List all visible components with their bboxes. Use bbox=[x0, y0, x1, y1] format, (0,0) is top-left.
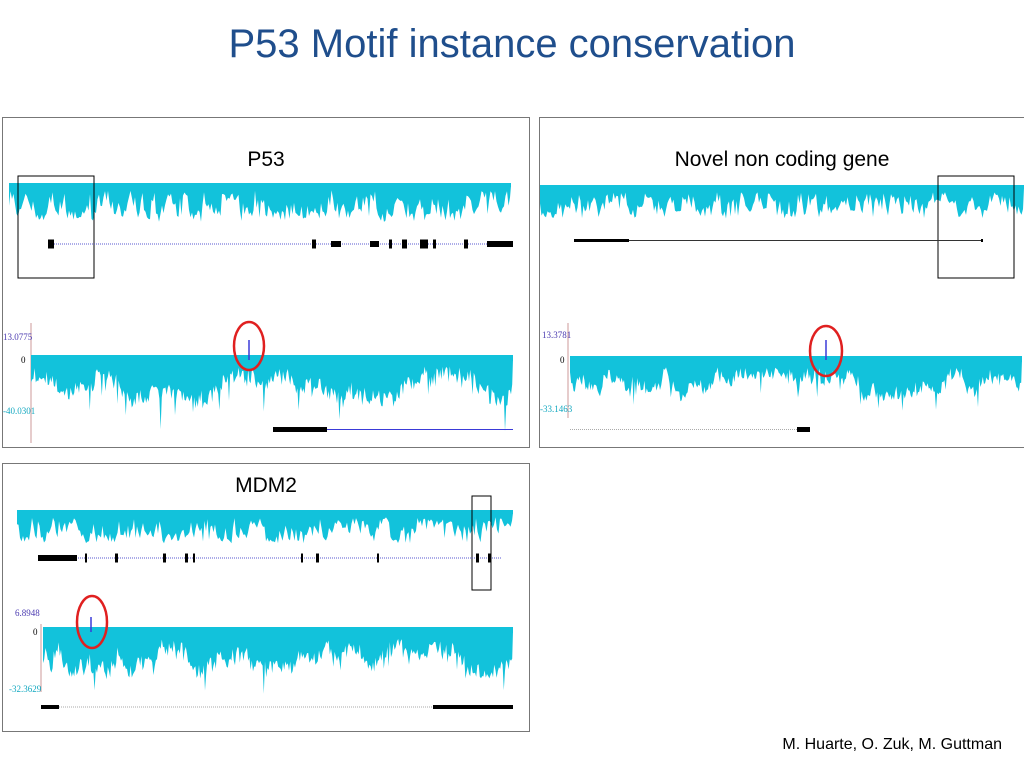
slide-title: P53 Motif instance conservation bbox=[228, 22, 796, 66]
author-credit: M. Huarte, O. Zuk, M. Guttman bbox=[782, 736, 1002, 753]
novel-track-view: 13.3781 0 -33.1463 bbox=[540, 175, 1024, 432]
highlight-circle bbox=[75, 594, 109, 650]
exon-block bbox=[163, 553, 166, 563]
exon-block bbox=[487, 241, 513, 247]
axis-min-label: -40.0301 bbox=[3, 406, 35, 416]
zoom-box bbox=[17, 175, 95, 279]
exon-block bbox=[115, 553, 118, 563]
axis-zero-label: 0 bbox=[560, 355, 565, 365]
axis-max-label: 13.0775 bbox=[3, 332, 33, 342]
exon-block bbox=[312, 239, 316, 249]
gene-model bbox=[38, 553, 501, 563]
novel-gene-panel: Novel non coding gene 13.3781 0 -33.1463 bbox=[539, 117, 1024, 448]
conservation-track-zoom bbox=[31, 355, 513, 432]
panel-title: Novel non coding gene bbox=[674, 148, 890, 171]
panel-title: P53 bbox=[247, 148, 285, 171]
zoom-box bbox=[471, 495, 492, 591]
exon-block bbox=[389, 239, 392, 249]
exon-block bbox=[193, 553, 195, 563]
gene-model bbox=[574, 239, 983, 242]
exon-block bbox=[433, 239, 436, 249]
mdm2-track-view: 6.8948 0 -32.3629 bbox=[9, 495, 513, 709]
zoom-box bbox=[937, 175, 1015, 279]
exon-block bbox=[38, 555, 65, 561]
axis-min-label: -33.1463 bbox=[540, 404, 573, 414]
exon-block bbox=[488, 553, 491, 563]
exon-block bbox=[377, 553, 379, 563]
mdm2-panel: MDM2 6.8948 0 -32.3629 bbox=[2, 463, 530, 732]
exon-block bbox=[301, 553, 303, 563]
conservation-track-zoom bbox=[43, 627, 513, 694]
gene-model-zoom bbox=[273, 427, 513, 432]
exon-block bbox=[476, 553, 479, 563]
exon-block bbox=[402, 239, 407, 249]
axis-max-label: 13.3781 bbox=[542, 330, 571, 340]
conservation-track-top bbox=[17, 510, 513, 544]
exon-block bbox=[85, 553, 87, 563]
conservation-track-top bbox=[9, 183, 511, 222]
axis-max-label: 6.8948 bbox=[15, 608, 40, 618]
gene-model bbox=[48, 239, 513, 249]
axis-zero-label: 0 bbox=[21, 355, 26, 365]
exon-block bbox=[420, 239, 428, 249]
highlight-circle bbox=[808, 324, 844, 378]
exon-block bbox=[65, 555, 77, 561]
conservation-track-top bbox=[540, 185, 1024, 219]
gene-model-zoom bbox=[41, 705, 513, 709]
exon-block bbox=[185, 553, 188, 563]
axis-zero-label: 0 bbox=[33, 627, 38, 637]
exon-block bbox=[370, 241, 379, 247]
p53-track-view: 13.0775 0 -40.0301 bbox=[3, 175, 513, 443]
exon-block bbox=[48, 239, 54, 249]
conservation-track-zoom bbox=[570, 356, 1022, 411]
p53-panel: P53 13.0775 0 -40.0301 bbox=[2, 117, 530, 448]
panel-title: MDM2 bbox=[235, 474, 297, 497]
highlight-circle bbox=[232, 320, 266, 372]
gene-model-zoom bbox=[570, 427, 810, 432]
exon-block bbox=[331, 241, 341, 247]
axis-min-label: -32.3629 bbox=[9, 684, 42, 694]
exon-block bbox=[316, 553, 319, 563]
exon-block bbox=[464, 239, 468, 249]
